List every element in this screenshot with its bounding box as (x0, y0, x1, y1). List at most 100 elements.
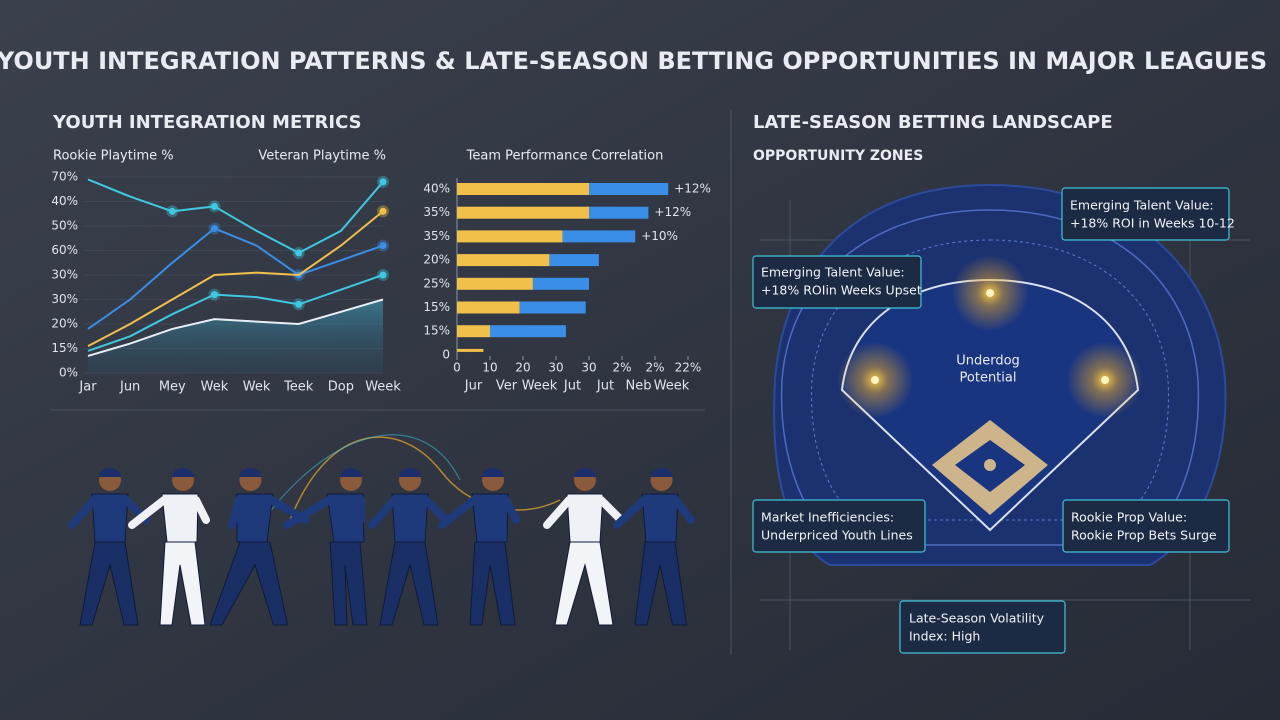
page-title: YOUTH INTEGRATION PATTERNS & LATE-SEASON… (0, 47, 1267, 75)
series-line (87, 210, 384, 347)
x-tick-label: 30 (548, 361, 563, 375)
bar-annotation: +10% (641, 229, 678, 243)
x-sublabel: Jur (464, 379, 483, 394)
x-sublabel: Jut (596, 379, 614, 394)
x-tick-label: 10 (482, 361, 497, 375)
callout-box (1061, 187, 1230, 241)
y-tick-label: 30% (51, 268, 78, 282)
callout-text: Emerging Talent Value: (761, 265, 905, 280)
hotspot (1101, 376, 1109, 384)
callout-text: +18% ROI in Weeks 10-12 (1070, 216, 1235, 231)
player-cap (172, 468, 194, 477)
y-tick-label: 50% (51, 219, 78, 233)
bar-segment (457, 277, 533, 290)
x-tick-label: Dop (328, 380, 354, 395)
callout-text: Market Inefficiencies: (761, 510, 894, 525)
bar-annotation: +12% (674, 182, 711, 196)
player-legs (554, 541, 614, 626)
player-arm (672, 496, 695, 524)
y-tick-label: 20% (51, 317, 78, 331)
hotspot (871, 376, 879, 384)
x-tick-label: 2% (645, 361, 664, 375)
bar-segment (589, 183, 669, 195)
chart-title: Team Performance Correlation (466, 149, 664, 164)
x-tick-label: 0 (453, 361, 461, 375)
bar-segment (457, 348, 484, 352)
marker (295, 249, 303, 257)
zone-label: Potential (960, 371, 1017, 386)
legend-label: Rookie Playtime % (53, 149, 174, 164)
section-heading: YOUTH INTEGRATION METRICS (52, 112, 362, 133)
y-tick-label: 70% (51, 170, 78, 184)
player-cap (399, 468, 421, 477)
y-tick-label: 0 (442, 347, 450, 361)
x-sublabel: Jut (563, 379, 581, 394)
x-tick-label: Teek (283, 380, 314, 395)
player-arm (438, 496, 478, 529)
marker (210, 224, 218, 232)
y-tick-label: 40% (423, 182, 450, 196)
callout-box (752, 255, 922, 309)
y-tick-label: 60% (51, 243, 78, 257)
x-tick-label: Jun (119, 380, 140, 395)
section-subheading: OPPORTUNITY ZONES (753, 148, 923, 164)
series-line (87, 274, 384, 352)
player-cap (482, 468, 504, 477)
bar-annotation: +12% (654, 205, 691, 219)
player-cap (239, 468, 262, 477)
player-cap (99, 468, 121, 477)
y-tick-label: 15% (423, 324, 450, 338)
x-tick-label: Wek (243, 380, 271, 395)
y-tick-label: 0% (59, 366, 78, 380)
legend-label: Veteran Playtime % (258, 149, 386, 164)
callout-text: Late-Season Volatility (909, 611, 1045, 626)
callout-text: Underpriced Youth Lines (761, 528, 913, 543)
x-tick-label: 2% (612, 361, 631, 375)
player-legs (159, 541, 206, 626)
marker (379, 207, 387, 215)
series-line (87, 298, 384, 357)
marker (210, 291, 218, 299)
player-arm (192, 496, 210, 524)
callouts: Emerging Talent Value: +18% ROI in Weeks… (752, 187, 1235, 654)
x-sublabel: Neb (626, 379, 652, 394)
player-cap (574, 468, 596, 477)
callout-text: Rookie Prop Value: (1071, 510, 1187, 525)
zone-label: Underdog (956, 354, 1020, 369)
motion-arc (289, 436, 561, 521)
marker (379, 271, 387, 279)
bar-segment (562, 230, 636, 243)
x-tick-label: 20 (515, 361, 530, 375)
bar-segment (457, 254, 550, 267)
callout-box (752, 499, 926, 553)
x-sublabel: Week (654, 379, 690, 394)
y-tick-label: 35% (423, 205, 450, 219)
bar-segment (457, 301, 520, 314)
player-arm (613, 496, 648, 529)
y-tick-label: 25% (423, 276, 450, 290)
bar-segment (457, 230, 563, 243)
y-tick-label: 20% (423, 253, 450, 267)
player-legs (209, 541, 289, 626)
player-jersey (641, 493, 679, 543)
section-heading: LATE-SEASON BETTING LANDSCAPE (753, 112, 1113, 133)
marker (295, 300, 303, 308)
callout-text: +18% ROIin Weeks Upset (761, 283, 922, 298)
player-arm (128, 496, 168, 529)
player-arm (422, 496, 450, 524)
y-tick-label: 35% (423, 229, 450, 243)
callout-box (1062, 499, 1230, 553)
y-tick-label: 40% (51, 194, 78, 208)
player-jersey (471, 493, 509, 543)
bar-segment (490, 325, 566, 338)
marker (379, 242, 387, 250)
callout-text: Rookie Prop Bets Surge (1071, 528, 1217, 543)
player-cap (340, 468, 362, 477)
players-illustration (68, 468, 695, 626)
player-arm (543, 496, 573, 529)
x-sublabel: Ver (496, 379, 518, 394)
bar-segment (549, 254, 599, 267)
marker (379, 178, 387, 186)
player-arm (68, 496, 98, 529)
